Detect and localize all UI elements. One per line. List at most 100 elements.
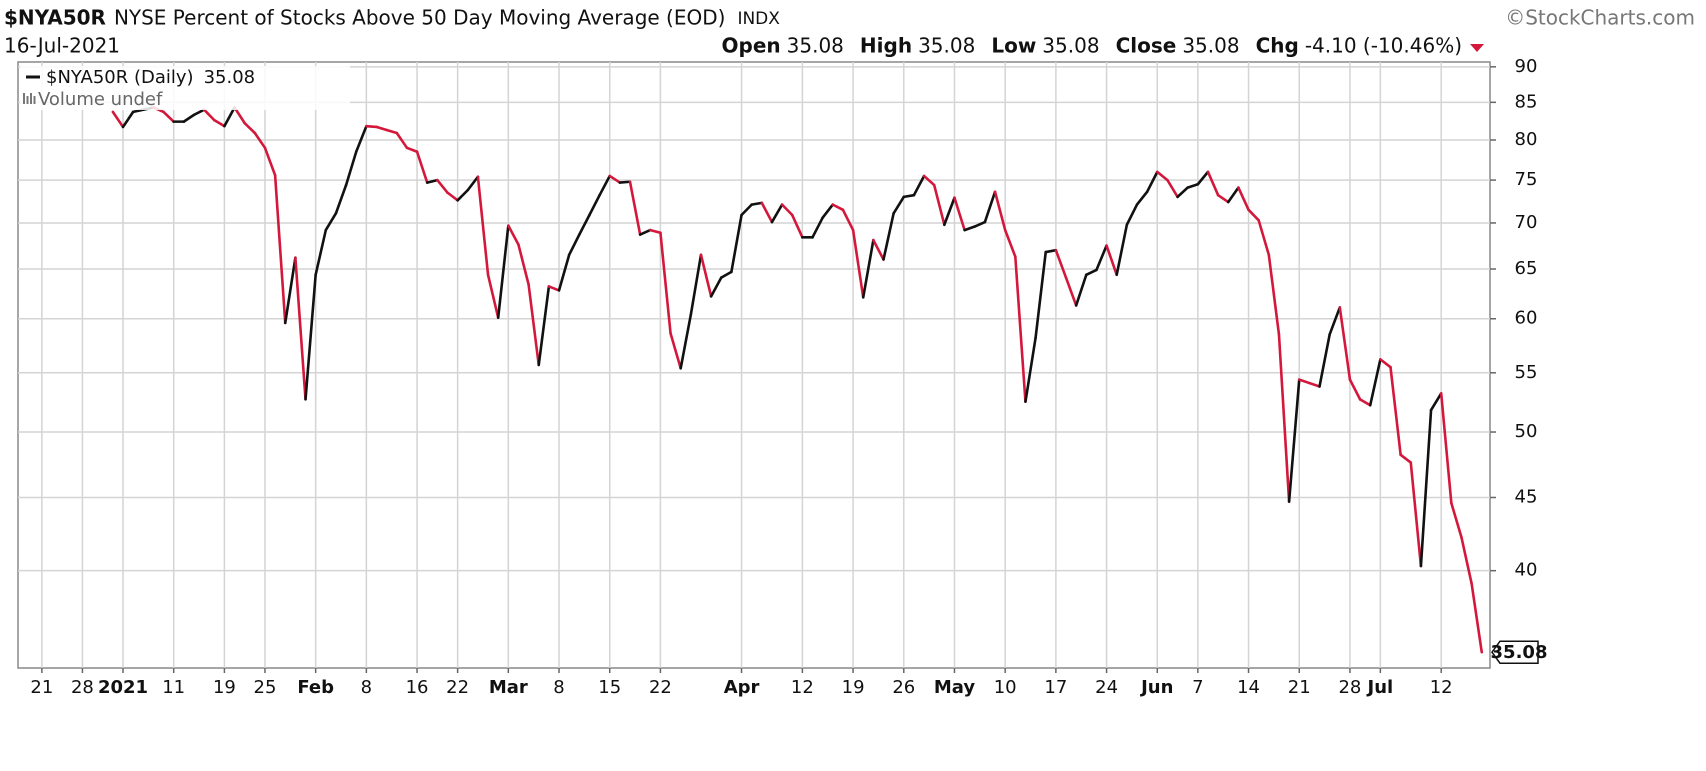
line-segment: [1145, 170, 1159, 194]
line-segment: [273, 173, 287, 325]
line-segment: [486, 273, 500, 320]
x-tick-label: 26: [892, 677, 915, 698]
line-segment: [1095, 244, 1108, 272]
x-tick-label: 12: [791, 677, 814, 698]
line-segment: [547, 285, 561, 292]
line-segment: [719, 270, 733, 279]
x-tick-label: Apr: [724, 677, 760, 698]
volume-icon: [33, 96, 36, 104]
line-segment: [1166, 178, 1179, 199]
line-segment: [1014, 255, 1027, 404]
line-segment: [618, 180, 632, 184]
line-segment: [1034, 250, 1048, 339]
y-tick-label: 80: [1515, 129, 1538, 150]
line-segment: [1389, 365, 1402, 457]
exchange: INDX: [737, 9, 780, 29]
line-segment: [334, 183, 348, 215]
x-tick-label: 16: [406, 677, 429, 698]
line-segment: [253, 131, 267, 150]
legend-value: 35.08: [204, 67, 256, 88]
line-segment: [212, 118, 226, 128]
line-segment: [375, 125, 388, 132]
line-segment: [1247, 208, 1260, 222]
x-tick-label: 28: [71, 677, 94, 698]
line-segment: [993, 190, 1007, 232]
x-tick-label: 24: [1095, 677, 1118, 698]
line-segment: [882, 211, 895, 261]
line-segment: [476, 175, 490, 277]
line-segment: [1105, 244, 1119, 277]
quote-label: Chg: [1256, 34, 1299, 58]
x-tick-label: 22: [446, 677, 469, 698]
line-segment: [192, 108, 206, 117]
y-tick-label: 50: [1515, 421, 1538, 442]
line-segment: [1419, 408, 1433, 568]
line-segment: [1024, 336, 1037, 404]
line-segment: [496, 224, 510, 320]
line-segment: [760, 201, 774, 224]
quote-value: 35.08: [1182, 34, 1239, 58]
line-segment: [1267, 253, 1281, 336]
quote-value: 35.08: [787, 34, 844, 58]
line-segment: [588, 193, 601, 217]
x-tick-label: Jun: [1139, 677, 1173, 698]
line-segment: [1226, 186, 1240, 204]
line-segment: [892, 195, 906, 215]
line-segment: [770, 203, 784, 224]
line-segment: [1277, 333, 1291, 503]
line-segment: [354, 124, 368, 154]
line-segment: [294, 256, 307, 401]
line-segment: [243, 121, 257, 135]
line-segment: [973, 220, 987, 228]
line-segment: [182, 113, 196, 123]
line-segment: [608, 174, 622, 184]
line-segment: [902, 193, 916, 199]
line-segment: [324, 211, 338, 232]
line-segment: [131, 108, 145, 114]
y-tick-label: 75: [1515, 169, 1538, 190]
quote-value: -4.10 (-10.46%): [1305, 34, 1462, 58]
line-segment: [527, 283, 541, 367]
quote-label: High: [860, 34, 912, 58]
line-segment: [1216, 193, 1230, 204]
line-segment: [922, 174, 936, 187]
line-segment: [1176, 186, 1189, 199]
line-segment: [598, 174, 612, 197]
x-tick-label: 8: [553, 677, 564, 698]
line-segment: [1409, 461, 1423, 568]
line-segment: [1379, 358, 1392, 369]
line-segment: [1155, 170, 1169, 182]
line-segment: [1186, 182, 1200, 189]
line-segment: [872, 238, 885, 261]
legend-bg: [20, 66, 350, 110]
line-segment: [1085, 268, 1098, 277]
quote-label: Close: [1116, 34, 1177, 58]
y-tick-label: 55: [1515, 362, 1538, 383]
line-segment: [912, 174, 926, 197]
line-segment: [1125, 203, 1139, 227]
quote-value: 35.08: [918, 34, 975, 58]
line-segment: [446, 191, 459, 202]
line-segment: [1064, 276, 1078, 307]
line-segment: [577, 213, 591, 236]
line-segment: [740, 203, 753, 217]
last-value-label: 35.08: [1491, 642, 1548, 663]
line-segment: [395, 131, 409, 150]
date: 16-Jul-2021: [4, 34, 120, 58]
x-tick-label: 17: [1044, 677, 1067, 698]
line-segment: [1074, 273, 1088, 307]
line-segment: [425, 178, 439, 184]
line-segment: [1115, 223, 1129, 277]
indicator-name: NYSE Percent of Stocks Above 50 Day Movi…: [114, 6, 726, 30]
x-tick-label: 21: [1288, 677, 1311, 698]
line-segment: [233, 106, 246, 125]
line-segment: [415, 150, 429, 184]
x-tick-label: Feb: [297, 677, 334, 698]
line-segment: [1358, 398, 1372, 407]
line-segment: [567, 233, 581, 257]
line-segment: [648, 228, 662, 235]
line-segment: [1399, 453, 1413, 464]
x-tick-label: 14: [1237, 677, 1260, 698]
line-segment: [283, 256, 297, 325]
